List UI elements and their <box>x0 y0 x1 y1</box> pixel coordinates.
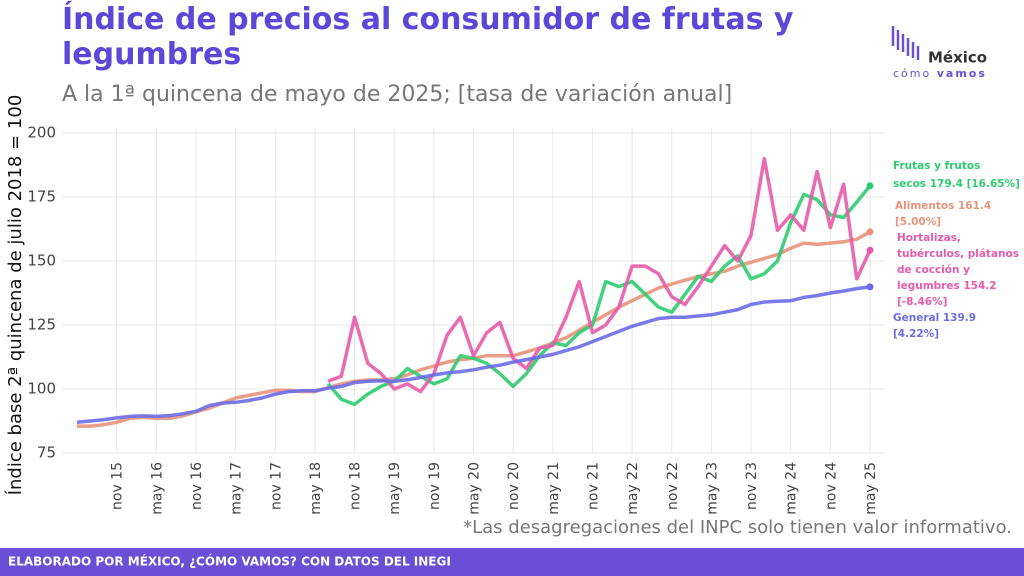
y-tick-label: 200 <box>27 124 56 142</box>
y-tick-label: 175 <box>27 188 56 206</box>
footer-bar <box>0 548 1024 576</box>
series-label: de cocción y <box>897 264 970 276</box>
series-label: Hortalizas, <box>897 232 961 244</box>
series-label: [4.22%] <box>893 328 939 340</box>
end-point <box>866 182 874 190</box>
x-tick-label: nov 17 <box>268 462 284 510</box>
series-label: Frutas y frutos <box>893 160 980 172</box>
series-label: secos 179.4 [16.65%] <box>893 178 1020 190</box>
y-tick-label: 150 <box>27 252 56 270</box>
logo-text: México <box>928 49 987 67</box>
series-label: tubérculos, plátanos <box>897 248 1019 260</box>
end-point <box>866 283 874 291</box>
x-tick-label: nov 23 <box>744 462 760 510</box>
line <box>327 156 872 394</box>
chart-title: Índice de precios al consumidor de fruta… <box>62 1 794 72</box>
subtitle: A la 1ª quincena de mayo de 2025; [tasa … <box>62 82 732 107</box>
x-tick-label: may 22 <box>625 462 641 515</box>
x-tick-label: nov 20 <box>506 462 522 510</box>
x-tick-label: nov 24 <box>823 462 839 510</box>
y-tick-label: 75 <box>37 444 56 462</box>
x-tick-label: may 18 <box>308 462 324 515</box>
x-tick-label: nov 19 <box>427 462 443 510</box>
series-label: legumbres 154.2 <box>897 280 997 292</box>
x-tick-label: nov 18 <box>348 462 364 510</box>
line <box>326 184 872 407</box>
series-label: General 139.9 <box>893 312 976 324</box>
series-label: [-8.46%] <box>897 296 947 308</box>
end-point <box>866 246 874 254</box>
y-tick-label: 100 <box>27 380 56 398</box>
y-tick-label: 125 <box>27 316 56 334</box>
x-tick-label: nov 16 <box>189 462 205 510</box>
footer: ELABORADO POR MÉXICO, ¿CÓMO VAMOS? CON D… <box>8 554 451 569</box>
x-tick-label: may 25 <box>863 462 879 515</box>
note: *Las desagregaciones del INPC solo tiene… <box>463 517 1012 538</box>
x-tick-label: may 17 <box>229 462 245 515</box>
logo: México cómo vamos <box>891 26 987 80</box>
series-label: Alimentos 161.4 <box>895 200 991 212</box>
x-tick-label: may 16 <box>149 462 165 515</box>
line <box>76 285 871 425</box>
x-tick-label: nov 15 <box>110 462 126 510</box>
x-tick-label: nov 21 <box>585 462 601 510</box>
x-tick-label: may 24 <box>784 462 800 515</box>
end-point <box>866 228 874 236</box>
series-label: [5.00%] <box>895 216 941 228</box>
x-tick-label: may 19 <box>387 462 403 515</box>
logo-text: cómo vamos <box>893 67 987 80</box>
y-axis-label: Índice base 2ª quincena de julio 2018 = … <box>4 95 26 496</box>
x-tick-label: may 23 <box>704 462 720 515</box>
x-tick-label: may 21 <box>546 462 562 515</box>
x-tick-label: nov 22 <box>665 462 681 510</box>
x-tick-label: may 20 <box>467 462 483 515</box>
